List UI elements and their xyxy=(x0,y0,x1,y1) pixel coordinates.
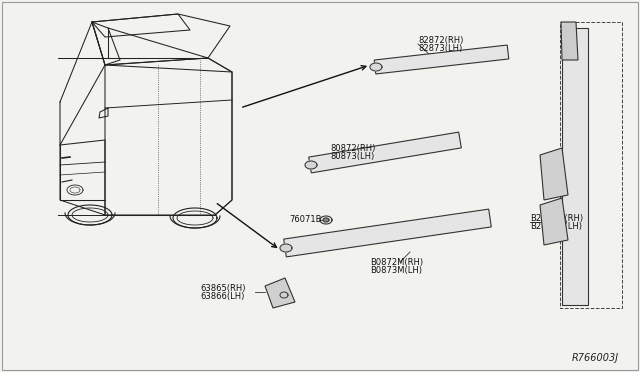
Text: 80872(RH): 80872(RH) xyxy=(330,144,376,153)
Polygon shape xyxy=(265,278,295,308)
Polygon shape xyxy=(370,63,382,71)
Text: B2872M(RH): B2872M(RH) xyxy=(530,214,583,222)
Text: 80873(LH): 80873(LH) xyxy=(330,153,374,161)
Text: 76071B: 76071B xyxy=(289,215,321,224)
Text: 63866(LH): 63866(LH) xyxy=(200,292,244,301)
Text: B0872M(RH): B0872M(RH) xyxy=(370,257,423,266)
Polygon shape xyxy=(561,22,578,60)
Text: B0873M(LH): B0873M(LH) xyxy=(370,266,422,276)
Text: 63865(RH): 63865(RH) xyxy=(200,283,246,292)
Polygon shape xyxy=(280,244,292,252)
Polygon shape xyxy=(540,198,568,245)
Text: 82873(LH): 82873(LH) xyxy=(418,45,462,54)
Text: R766003J: R766003J xyxy=(572,353,619,363)
Polygon shape xyxy=(540,148,568,200)
Polygon shape xyxy=(305,161,317,169)
Polygon shape xyxy=(562,28,588,305)
Text: 82872(RH): 82872(RH) xyxy=(418,35,463,45)
Polygon shape xyxy=(323,218,329,222)
Polygon shape xyxy=(308,132,461,173)
Polygon shape xyxy=(374,45,509,74)
Text: B2873M(LH): B2873M(LH) xyxy=(530,222,582,231)
Polygon shape xyxy=(284,209,492,257)
